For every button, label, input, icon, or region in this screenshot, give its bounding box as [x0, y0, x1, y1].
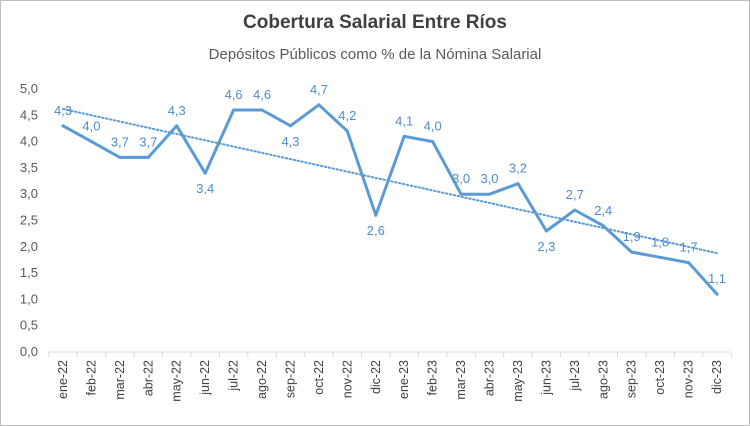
trend-line [62, 107, 718, 255]
data-point [715, 292, 719, 296]
data-point [203, 171, 207, 175]
y-tick-label: 2,0 [20, 239, 38, 254]
data-label: 4,7 [310, 82, 328, 97]
data-label: 1,9 [623, 229, 641, 244]
x-tick-label: nov-22 [340, 360, 354, 398]
data-point [317, 103, 321, 107]
x-tick-label: oct-22 [312, 360, 326, 395]
x-tick-label: ago-22 [255, 360, 269, 399]
data-label: 1,1 [708, 271, 726, 286]
data-point [146, 155, 150, 159]
series-line [61, 103, 719, 296]
data-labels: 4,3 4,0 3,7 3,7 4,3 3,4 4,6 4,6 4,3 4,7 4,2 2,6 4,1 4… [54, 82, 726, 286]
y-tick-label: 3,5 [20, 160, 38, 175]
data-label: 1,8 [651, 234, 669, 249]
x-tick-label: feb-23 [426, 360, 440, 395]
data-point [431, 140, 435, 144]
data-point [488, 192, 492, 196]
data-point [61, 124, 65, 128]
x-tick-label: feb-22 [84, 360, 98, 395]
data-point [345, 129, 349, 133]
x-tick-label: may-22 [170, 360, 184, 402]
data-point [118, 155, 122, 159]
data-label: 4,1 [395, 113, 413, 128]
x-tick-label: mar-22 [113, 360, 127, 400]
data-label: 4,0 [82, 119, 100, 134]
x-tick-label: mar-23 [454, 360, 468, 400]
data-point [601, 224, 605, 228]
data-point [260, 108, 264, 112]
data-label: 4,3 [281, 134, 299, 149]
y-tick-label: 3,0 [20, 186, 38, 201]
data-point [89, 140, 93, 144]
x-tick-label: abr-23 [483, 360, 497, 396]
x-tick-label: abr-22 [141, 360, 155, 396]
x-tick-label: ago-23 [596, 360, 610, 399]
x-axis: ene-22 feb-22 mar-22 abr-22 may-22 jun-22 jul-… [48, 351, 732, 402]
data-point [175, 124, 179, 128]
y-tick-label: 4,0 [20, 134, 38, 149]
data-point [459, 192, 463, 196]
data-point [573, 208, 577, 212]
data-label: 2,6 [367, 223, 385, 238]
data-label: 2,4 [594, 203, 612, 218]
x-tick-label: sep-23 [625, 360, 639, 398]
x-tick-label: sep-22 [283, 360, 297, 398]
data-label: 1,7 [680, 240, 698, 255]
x-tick-label: dic-22 [369, 360, 383, 394]
y-axis: 0,0 0,5 1,0 1,5 2,0 2,5 3,0 3,5 4,0 4,5 5,0 [20, 81, 38, 359]
data-point [630, 250, 634, 254]
data-label: 4,6 [253, 87, 271, 102]
y-tick-label: 1,5 [20, 265, 38, 280]
data-point [232, 108, 236, 112]
data-label: 3,7 [139, 134, 157, 149]
y-tick-label: 5,0 [20, 81, 38, 96]
x-tick-label: jul-23 [568, 360, 582, 392]
y-tick-label: 2,5 [20, 213, 38, 228]
data-label: 3,0 [480, 171, 498, 186]
y-tick-label: 4,5 [20, 107, 38, 122]
data-label: 3,7 [111, 134, 129, 149]
x-tick-label: nov-23 [682, 360, 696, 398]
data-point [288, 124, 292, 128]
data-label: 3,2 [509, 161, 527, 176]
chart-title: Cobertura Salarial Entre Ríos [243, 12, 507, 33]
data-point [658, 255, 662, 259]
data-point [687, 261, 691, 265]
x-tick-label: may-23 [511, 360, 525, 402]
data-label: 2,7 [566, 187, 584, 202]
data-label: 4,3 [168, 103, 186, 118]
x-tick-label: ene-23 [397, 360, 411, 399]
series [61, 103, 719, 296]
data-label: 2,3 [537, 239, 555, 254]
data-label: 4,0 [424, 119, 442, 134]
y-tick-label: 0,5 [20, 318, 38, 333]
data-label: 4,6 [225, 87, 243, 102]
data-label: 3,4 [196, 181, 214, 196]
x-tick-label: oct-23 [653, 360, 667, 395]
x-tick-label: jun-22 [198, 360, 212, 396]
y-tick-label: 0,0 [20, 344, 38, 359]
data-point [516, 182, 520, 186]
data-label: 4,3 [54, 103, 72, 118]
x-tick-label: dic-23 [710, 360, 724, 394]
x-tick-label: ene-22 [56, 360, 70, 399]
data-point [402, 134, 406, 138]
x-tick-label: jul-22 [227, 360, 241, 392]
chart-subtitle: Depósitos Públicos como % de la Nómina S… [208, 46, 542, 63]
x-tick-label: jun-23 [539, 360, 553, 396]
y-tick-label: 1,0 [20, 291, 38, 306]
data-point [544, 229, 548, 233]
data-point [374, 213, 378, 217]
data-label: 3,0 [452, 171, 470, 186]
data-label: 4,2 [338, 108, 356, 123]
